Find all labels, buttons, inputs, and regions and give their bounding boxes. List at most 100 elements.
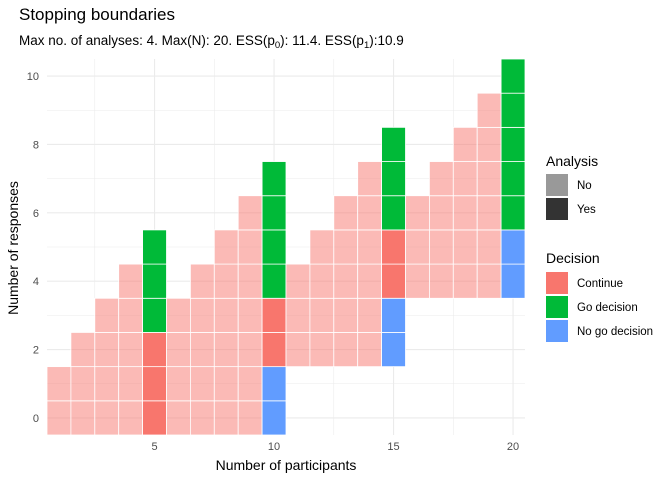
tile-continue (142, 332, 167, 368)
tile-continue (309, 229, 335, 265)
tile-continue (237, 366, 263, 402)
tile-no-go-decision (261, 400, 287, 436)
tile-continue (309, 297, 335, 333)
tile-continue (237, 263, 263, 299)
tile-continue (213, 332, 239, 368)
tile-continue (213, 297, 239, 333)
tile-continue (94, 297, 120, 333)
tile-continue (476, 195, 502, 231)
tile-continue (452, 161, 478, 197)
tile-continue (189, 366, 215, 402)
tile-continue (166, 297, 191, 333)
x-tick-label: 10 (268, 441, 280, 453)
tile-continue (94, 332, 120, 368)
tile-continue (118, 400, 143, 436)
tile-go-decision (500, 58, 526, 94)
x-tick-label: 20 (507, 441, 519, 453)
tile-continue (94, 366, 120, 402)
tile-continue (285, 263, 311, 299)
tile-go-decision (381, 126, 406, 162)
tile-no-go-decision (261, 366, 287, 402)
tile-continue (118, 332, 143, 368)
y-tick-label: 4 (33, 276, 39, 288)
legend-label-analysis: No (577, 180, 592, 192)
y-tick-label: 0 (33, 413, 39, 425)
tile-continue (142, 366, 167, 402)
tile-layer (46, 58, 526, 436)
tile-continue (476, 229, 502, 265)
tile-continue (309, 332, 335, 368)
tile-continue (118, 297, 143, 333)
tile-continue (237, 195, 263, 231)
chart-subtitle: Max no. of analyses: 4. Max(N): 20. ESS(… (19, 33, 404, 51)
legend-label-decision: Go decision (577, 302, 638, 314)
tile-continue (405, 195, 430, 231)
x-tick-label: 5 (151, 441, 157, 453)
tile-continue (213, 366, 239, 402)
tile-continue (381, 263, 406, 299)
tile-continue (357, 229, 383, 265)
tile-continue (333, 263, 359, 299)
tile-no-go-decision (381, 297, 406, 333)
tile-go-decision (261, 161, 287, 197)
tile-continue (476, 126, 502, 162)
y-tick-label: 6 (33, 208, 39, 220)
tile-continue (142, 400, 167, 436)
tile-continue (333, 297, 359, 333)
tile-continue (357, 332, 383, 368)
tile-go-decision (142, 229, 167, 265)
tile-continue (70, 332, 96, 368)
tile-continue (94, 400, 120, 436)
tile-continue (428, 263, 454, 299)
chart-title: Stopping boundaries (19, 5, 175, 24)
tile-no-go-decision (381, 332, 406, 368)
tile-continue (237, 332, 263, 368)
tile-go-decision (381, 161, 406, 197)
legend-swatch-no-go-decision (546, 320, 568, 342)
tile-continue (237, 297, 263, 333)
y-tick-label: 10 (27, 71, 39, 83)
tile-continue (309, 263, 335, 299)
tile-go-decision (261, 195, 287, 231)
y-tick-label: 8 (33, 139, 39, 151)
legend-swatch-analysis-no (546, 174, 568, 196)
tile-continue (357, 161, 383, 197)
legend-swatch-go-decision (546, 296, 568, 318)
tile-continue (189, 263, 215, 299)
legend-title-decision: Decision (546, 250, 600, 266)
tile-go-decision (142, 297, 167, 333)
tile-continue (357, 263, 383, 299)
tile-continue (189, 400, 215, 436)
tile-go-decision (261, 229, 287, 265)
tile-continue (476, 92, 502, 128)
tile-continue (428, 195, 454, 231)
tile-continue (213, 400, 239, 436)
tile-go-decision (261, 263, 287, 299)
tile-no-go-decision (500, 263, 526, 299)
tile-continue (261, 332, 287, 368)
legend-label-decision: No go decision (577, 326, 653, 338)
tile-no-go-decision (500, 229, 526, 265)
tile-continue (166, 332, 191, 368)
tile-continue (452, 195, 478, 231)
tile-continue (213, 229, 239, 265)
tile-continue (357, 297, 383, 333)
tile-continue (118, 263, 143, 299)
legend-title-analysis: Analysis (546, 153, 598, 169)
axis-ticks: 5 10 15 20 0 2 4 6 8 10 (27, 71, 519, 453)
tile-go-decision (500, 161, 526, 197)
tile-continue (476, 263, 502, 299)
tile-continue (333, 229, 359, 265)
tile-go-decision (500, 195, 526, 231)
tile-continue (285, 297, 311, 333)
tile-continue (381, 229, 406, 265)
tile-go-decision (500, 126, 526, 162)
tile-continue (189, 297, 215, 333)
tile-continue (166, 400, 191, 436)
tile-continue (237, 229, 263, 265)
y-axis-title: Number of responses (5, 181, 21, 315)
tile-continue (452, 126, 478, 162)
tile-continue (261, 297, 287, 333)
tile-continue (428, 229, 454, 265)
